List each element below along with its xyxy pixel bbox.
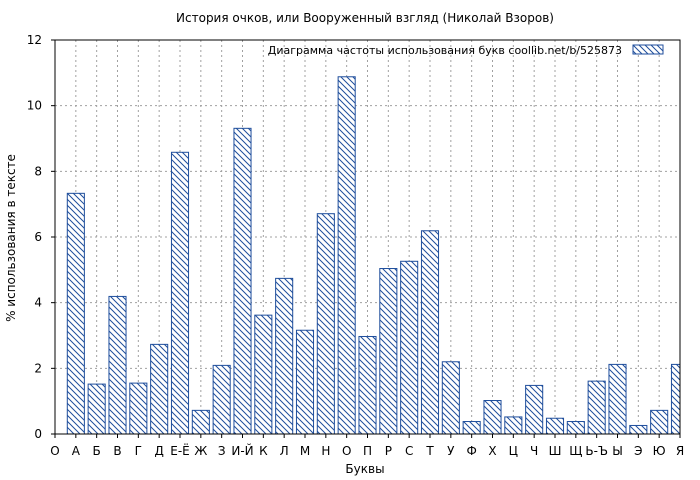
- chart-title: История очков, или Вооруженный взгляд (Н…: [176, 11, 554, 25]
- x-tick-label: С: [405, 444, 413, 458]
- bar: [358, 335, 377, 435]
- x-tick-label: Б: [93, 444, 101, 458]
- y-tick-label: 2: [34, 361, 42, 375]
- legend-swatch: [632, 44, 664, 55]
- y-tick-label: 4: [34, 296, 42, 310]
- bar: [545, 417, 565, 435]
- bar: [212, 364, 231, 435]
- bar: [87, 383, 106, 435]
- x-tick-label: Э: [634, 444, 642, 458]
- bar: [462, 421, 481, 435]
- x-tick-label: Ы: [612, 444, 623, 458]
- x-tick-label: Х: [488, 444, 496, 458]
- x-tick-label: З: [218, 444, 226, 458]
- bar: [316, 213, 335, 435]
- bar: [66, 192, 85, 435]
- y-tick-label: 6: [34, 230, 42, 244]
- x-axis: О А Б В Г Д Е-Ё Ж З И-Й К Л М Н О П Р С Т У Ф Х Ц Ч Ш Щ Ь-Ъ Ы Э Ю Я: [50, 434, 684, 458]
- y-tick-label: 10: [27, 99, 42, 113]
- x-tick-label: Т: [425, 444, 434, 458]
- bar: [191, 409, 210, 435]
- y-tick-label: 0: [34, 427, 42, 441]
- x-tick-label: Ф: [466, 444, 476, 458]
- legend: Диаграмма частоты использования букв coo…: [268, 44, 664, 57]
- x-tick-label: Ь-Ъ: [585, 444, 608, 458]
- x-tick-label: В: [113, 444, 121, 458]
- x-tick-label: Щ: [569, 444, 582, 458]
- bar: [608, 363, 627, 435]
- x-axis-label: Буквы: [345, 462, 384, 476]
- x-tick-label: Н: [321, 444, 330, 458]
- y-tick-label: 8: [34, 164, 42, 178]
- bar: [629, 424, 648, 435]
- bar: [275, 277, 294, 435]
- x-tick-label: Ш: [549, 444, 562, 458]
- bar: [650, 409, 669, 435]
- x-tick-label: Ю: [653, 444, 666, 458]
- bar: [420, 230, 440, 435]
- y-axis-label: % использования в тексте: [4, 154, 18, 322]
- x-tick-label: Г: [135, 444, 142, 458]
- bar: [483, 400, 502, 435]
- x-tick-label: Д: [154, 444, 163, 458]
- bar: [400, 260, 419, 435]
- x-tick-label: Я: [676, 444, 684, 458]
- bar: [566, 421, 585, 435]
- x-tick-label: О: [342, 444, 351, 458]
- bar: [170, 151, 190, 435]
- bar: [295, 329, 315, 435]
- x-tick-label: П: [363, 444, 372, 458]
- x-tick-label: О: [50, 444, 59, 458]
- bar: [337, 76, 356, 435]
- bar: [108, 295, 127, 435]
- x-tick-label: Ч: [530, 444, 538, 458]
- x-tick-label: Ж: [194, 444, 207, 458]
- bar: [441, 361, 460, 435]
- x-tick-label: К: [259, 444, 268, 458]
- bar: [525, 384, 544, 435]
- x-tick-label: М: [300, 444, 310, 458]
- bar: [670, 363, 681, 435]
- x-tick-label: И-Й: [231, 443, 253, 458]
- x-tick-label: У: [447, 444, 455, 458]
- y-tick-label: 12: [27, 33, 42, 47]
- x-tick-label: А: [72, 444, 81, 458]
- bar: [233, 127, 252, 435]
- bar: [379, 268, 398, 435]
- x-tick-label: Е-Ё: [170, 443, 190, 458]
- y-axis: 0 2 4 6 8 10 12: [27, 33, 55, 441]
- bar: [254, 314, 273, 435]
- bar: [587, 380, 606, 435]
- legend-label: Диаграмма частоты использования букв coo…: [268, 44, 622, 57]
- bar: [150, 343, 169, 435]
- x-tick-label: Л: [280, 444, 289, 458]
- bar: [129, 382, 148, 435]
- x-tick-label: Ц: [509, 444, 518, 458]
- bar: [504, 416, 523, 435]
- x-tick-label: Р: [385, 444, 392, 458]
